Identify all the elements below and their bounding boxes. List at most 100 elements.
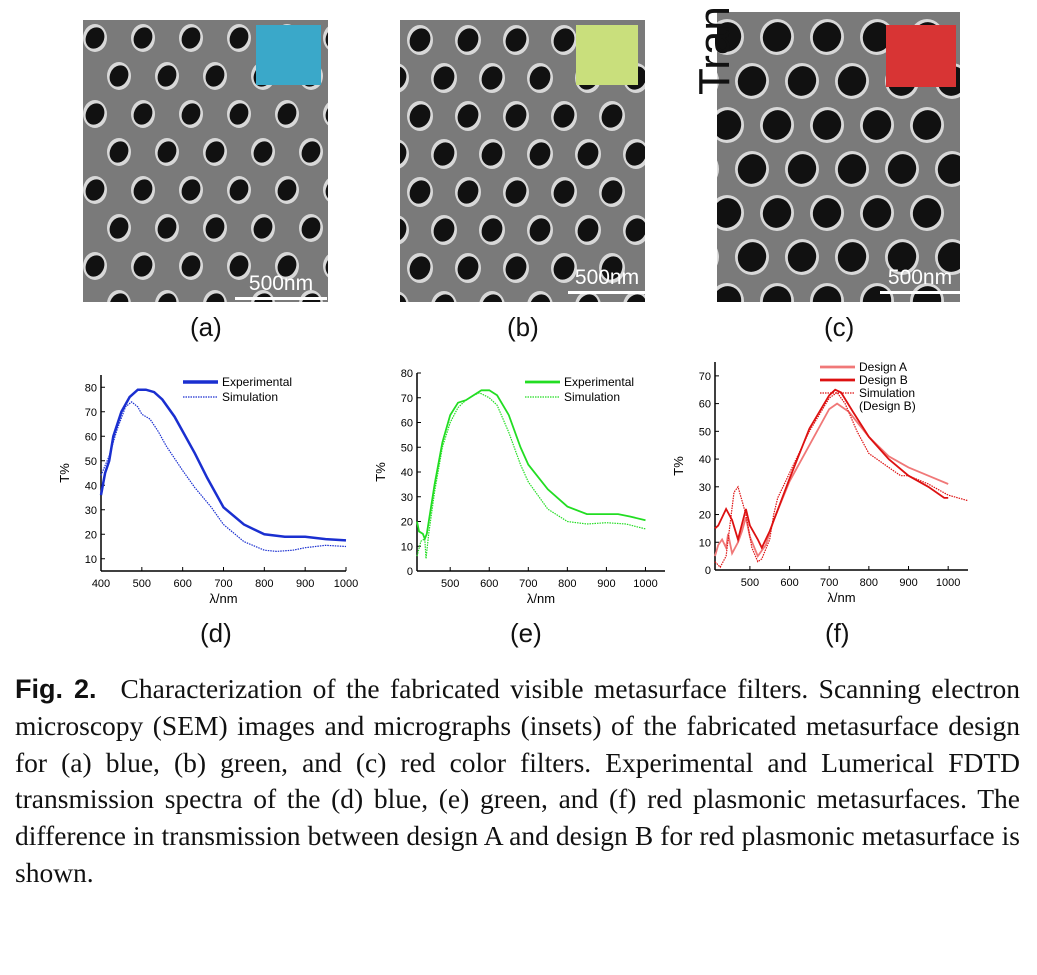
scale-bar-c: 500nm	[880, 266, 960, 294]
y-tick-label: 30	[85, 505, 97, 517]
x-tick-label: 500	[441, 578, 459, 590]
y-tick-label: 50	[699, 426, 711, 438]
hole	[837, 242, 867, 272]
inset-micrograph-b	[576, 25, 638, 85]
y-tick-label: 80	[85, 382, 97, 394]
hole	[205, 141, 225, 163]
hole	[205, 217, 225, 239]
hole	[277, 255, 297, 277]
x-tick-label: 700	[519, 578, 537, 590]
hole	[625, 142, 645, 166]
hole	[301, 217, 321, 239]
hole	[85, 103, 105, 125]
x-tick-label: 600	[173, 578, 191, 590]
hole	[912, 110, 942, 140]
scale-bar-b: 500nm	[568, 266, 646, 294]
hole	[601, 256, 623, 280]
panel-label-d: (d)	[200, 618, 232, 648]
legend-label: Design A	[859, 360, 907, 374]
hole	[505, 256, 527, 280]
scale-bar-a: 500nm	[235, 272, 327, 300]
hole	[717, 110, 742, 140]
hole	[553, 104, 575, 128]
hole	[109, 293, 129, 302]
x-tick-label: 900	[899, 577, 917, 589]
hole	[529, 66, 551, 90]
hole	[812, 22, 842, 52]
hole	[553, 28, 575, 52]
figure-label: Fig. 2.	[15, 674, 97, 704]
y-tick-label: 50	[401, 442, 413, 454]
hole	[862, 198, 892, 228]
hole	[577, 294, 599, 302]
inset-micrograph-a	[256, 25, 321, 85]
chart-f: 500 600 700 800 900 1000 0 10 20 30 40 50 60 70 λ/nm T%…	[671, 360, 969, 605]
hole	[505, 104, 527, 128]
hole	[837, 66, 867, 96]
x-tick-label: 1000	[334, 578, 358, 590]
hole	[481, 218, 503, 242]
x-tick-label: 800	[255, 578, 273, 590]
hole	[133, 179, 153, 201]
hole	[205, 65, 225, 87]
y-tick-label: 70	[85, 407, 97, 419]
series-simulation	[100, 401, 347, 553]
hole	[229, 103, 249, 125]
series-simulation	[416, 392, 646, 559]
hole	[253, 141, 273, 163]
spectra-charts: 400 500 600 700 800 900 10001020304050607080λ/…	[57, 360, 969, 606]
hole	[409, 180, 431, 204]
hole	[301, 141, 321, 163]
hole	[625, 218, 645, 242]
hole	[762, 286, 792, 302]
hole	[812, 286, 842, 302]
series-experimental	[99, 388, 347, 542]
x-axis-label: λ/nm	[209, 591, 237, 606]
hole	[717, 22, 742, 52]
y-tick-label: 60	[699, 399, 711, 411]
y-tick-label: 70	[401, 393, 413, 405]
x-axis-label: λ/nm	[527, 591, 555, 606]
hole	[157, 217, 177, 239]
x-tick-label: 600	[480, 578, 498, 590]
hole	[737, 66, 767, 96]
hole	[937, 154, 960, 184]
hole-rim	[717, 72, 719, 90]
x-axis-label: λ/nm	[827, 590, 855, 605]
panel-label-a: (a)	[190, 312, 222, 342]
hole	[109, 217, 129, 239]
hole	[481, 66, 503, 90]
y-tick-label: 10	[85, 554, 97, 566]
y-tick-label: 80	[401, 368, 413, 380]
hole	[787, 242, 817, 272]
hole	[229, 27, 249, 49]
y-axis-label: T%	[57, 463, 72, 483]
x-tick-label: 700	[820, 577, 838, 589]
hole	[812, 110, 842, 140]
hole	[887, 154, 917, 184]
hole	[181, 255, 201, 277]
hole	[862, 22, 892, 52]
hole	[181, 179, 201, 201]
legend-label: Simulation	[564, 390, 620, 404]
hole	[157, 141, 177, 163]
scale-bar-label: 500nm	[248, 272, 314, 295]
x-tick-label: 500	[133, 578, 151, 590]
hole	[181, 27, 201, 49]
legend-label: Experimental	[564, 375, 634, 389]
y-tick-label: 20	[401, 517, 413, 529]
x-tick-label: 1000	[936, 577, 960, 589]
legend-label: (Design B)	[859, 399, 916, 413]
figure-caption: Fig. 2. Characterization of the fabricate…	[15, 671, 1020, 892]
hole	[481, 294, 503, 302]
hole	[737, 242, 767, 272]
y-tick-label: 40	[401, 467, 413, 479]
hole	[601, 104, 623, 128]
y-tick-label: 0	[407, 566, 413, 578]
y-tick-label: 40	[85, 480, 97, 492]
hole	[400, 66, 407, 90]
x-tick-label: 600	[780, 577, 798, 589]
hole	[277, 103, 297, 125]
inset-micrograph-c	[886, 25, 956, 87]
x-tick-label: 900	[296, 578, 314, 590]
